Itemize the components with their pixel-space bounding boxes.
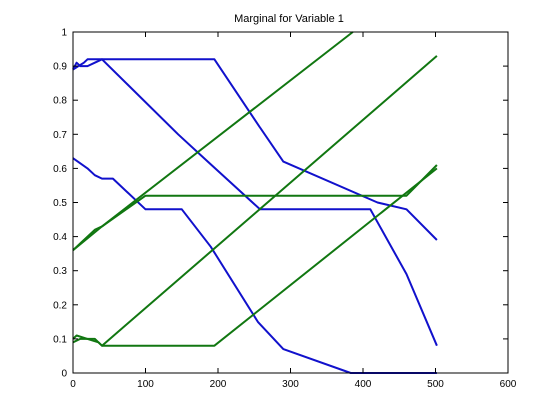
y-tick-label: 1 — [61, 28, 67, 39]
x-tick-label: 600 — [500, 379, 517, 390]
series-line-5-green — [72, 164, 438, 251]
y-tick-label: 0.8 — [53, 96, 67, 107]
series-line-3-blue — [72, 58, 438, 347]
y-tick-label: 0.9 — [53, 62, 67, 73]
y-tick-label: 0.1 — [53, 334, 67, 345]
x-tick-label: 0 — [70, 379, 76, 390]
y-tick-label: 0.3 — [53, 266, 67, 277]
y-tick-label: 0.7 — [53, 130, 67, 141]
y-tick-label: 0.4 — [53, 232, 67, 243]
axes: 0 100 200 300 400 500 600 0 0.1 0.2 0.3 0.4 0.5 0.6 0.… — [53, 28, 517, 391]
series-layer — [72, 31, 438, 374]
series-line-7-green — [72, 55, 438, 347]
chart-title: Marginal for Variable 1 — [234, 13, 344, 25]
y-tick-label: 0.2 — [53, 300, 67, 311]
series-line-2-blue — [72, 157, 437, 374]
x-tick-label: 500 — [427, 379, 444, 390]
x-tick-label: 200 — [210, 379, 227, 390]
y-tick-label: 0.5 — [53, 198, 67, 209]
x-tick-label: 300 — [282, 379, 299, 390]
x-tick-label: 100 — [137, 379, 154, 390]
x-tick-label: 400 — [355, 379, 372, 390]
y-tick-label: 0.6 — [53, 164, 67, 175]
y-tick-label: 0 — [61, 369, 67, 380]
